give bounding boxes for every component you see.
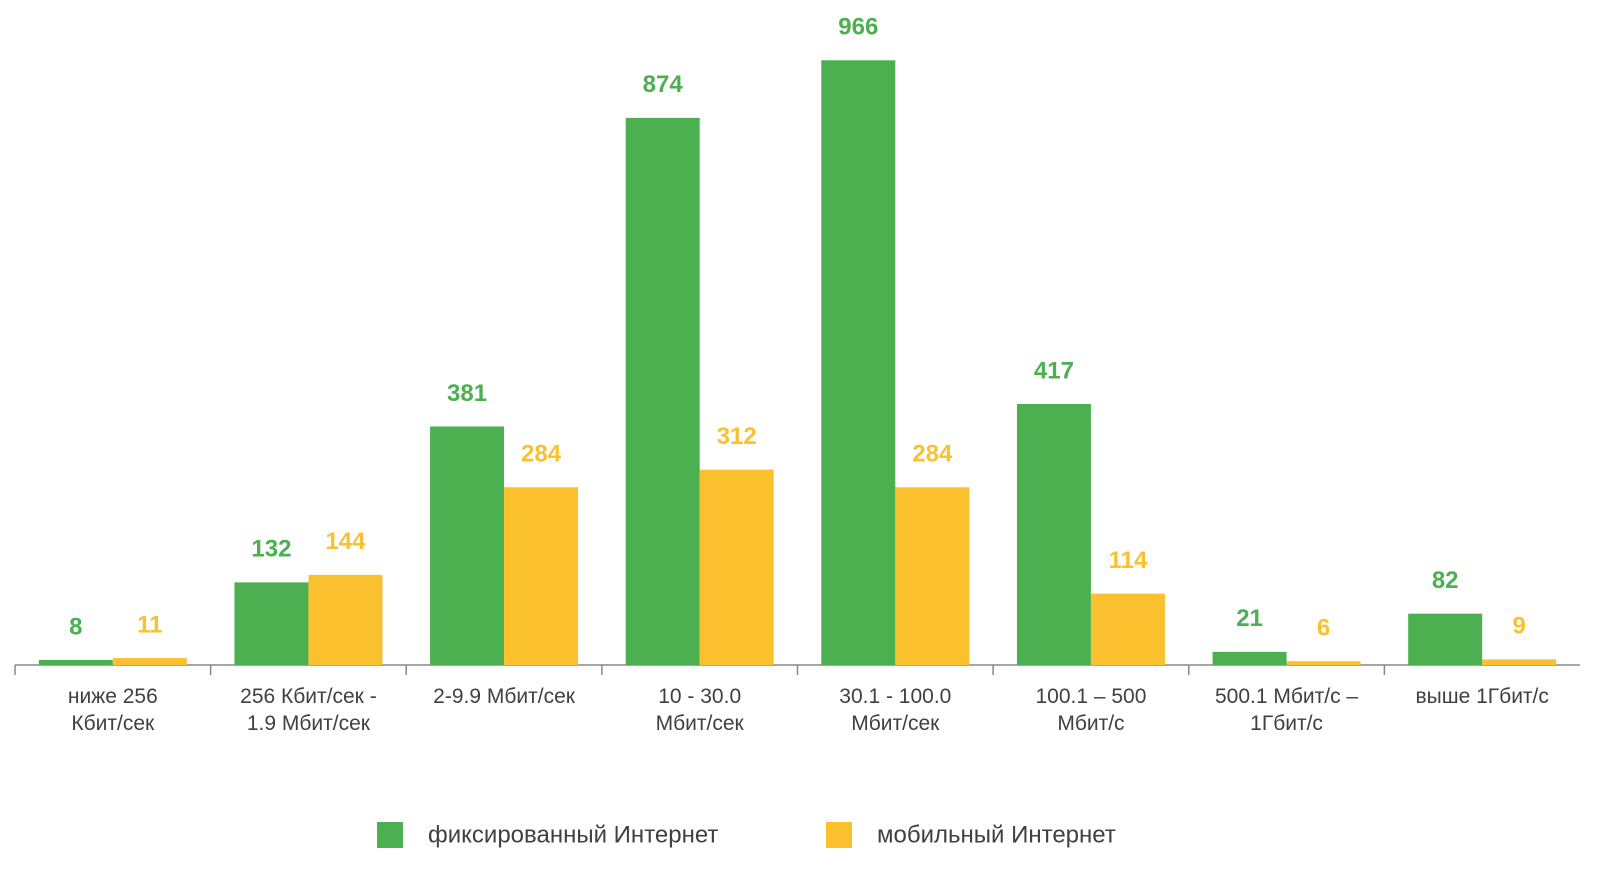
bar xyxy=(504,487,579,665)
data-label: 874 xyxy=(643,71,684,98)
x-tick-label-line: ниже 256 xyxy=(68,685,158,708)
x-tick-label-line: 100.1 – 500 xyxy=(1035,685,1146,708)
x-tick-label-line: Кбит/сек xyxy=(71,712,155,735)
bar xyxy=(625,117,700,666)
x-tick-label-line: 30.1 - 100.0 xyxy=(839,685,951,708)
data-label: 8 xyxy=(69,613,82,640)
legend-label: мобильный Интернет xyxy=(877,821,1116,848)
data-label: 144 xyxy=(325,528,366,555)
x-tick-label-line: 2-9.9 Мбит/сек xyxy=(433,685,576,708)
bar xyxy=(38,659,113,665)
bar xyxy=(1016,403,1091,665)
x-tick-label-line: 10 - 30.0 xyxy=(658,685,741,708)
bar xyxy=(895,487,970,665)
x-tick-label: 100.1 – 500 Мбит/с xyxy=(1035,685,1146,735)
x-tick-label-line: Мбит/с xyxy=(1057,712,1124,735)
legend-swatch xyxy=(377,822,403,848)
bar xyxy=(1408,613,1483,665)
data-label: 11 xyxy=(137,611,162,638)
bar xyxy=(1090,593,1165,665)
bar xyxy=(821,60,896,666)
bar xyxy=(699,469,774,665)
bar xyxy=(1286,661,1361,665)
data-label: 9 xyxy=(1513,613,1526,640)
data-label: 21 xyxy=(1236,605,1263,632)
x-tick-label-line: Мбит/сек xyxy=(851,712,940,735)
x-tick-label: выше 1Гбит/с xyxy=(1416,685,1549,708)
x-tick-label: 30.1 - 100.0 Мбит/сек xyxy=(839,685,951,735)
x-tick-label-line: выше 1Гбит/с xyxy=(1416,685,1549,708)
data-label: 82 xyxy=(1432,567,1459,594)
data-label: 132 xyxy=(251,536,291,563)
x-tick-label-line: 500.1 Мбит/с – xyxy=(1215,685,1358,708)
bar xyxy=(308,574,383,665)
data-label: 417 xyxy=(1034,357,1074,384)
data-label: 114 xyxy=(1109,547,1148,574)
x-tick-label: 10 - 30.0 Мбит/сек xyxy=(656,685,745,735)
data-label: 966 xyxy=(838,14,878,41)
bar xyxy=(1482,659,1557,665)
x-tick-label-line: 1Гбит/с xyxy=(1250,712,1323,735)
data-label: 284 xyxy=(521,441,562,468)
bar xyxy=(1212,651,1287,665)
data-label: 284 xyxy=(912,441,953,468)
x-tick-label: 2-9.9 Мбит/сек xyxy=(433,685,576,708)
x-tick-label: 500.1 Мбит/с – 1Гбит/с xyxy=(1215,685,1358,735)
x-tick-label-line: 1.9 Мбит/сек xyxy=(247,712,371,735)
x-tick-label-line: 256 Кбит/сек - xyxy=(240,685,377,708)
data-label: 6 xyxy=(1317,615,1330,642)
legend-swatch xyxy=(826,822,852,848)
data-label: 312 xyxy=(717,423,757,450)
bar xyxy=(234,582,309,665)
bar xyxy=(112,658,187,665)
x-tick-label-line: Мбит/сек xyxy=(656,712,745,735)
bar xyxy=(430,426,505,665)
x-tick-label: 256 Кбит/сек - 1.9 Мбит/сек xyxy=(240,685,377,735)
legend-label: фиксированный Интернет xyxy=(428,821,718,848)
data-label: 381 xyxy=(447,380,487,407)
x-tick-label: ниже 256 Кбит/сек xyxy=(68,685,158,735)
